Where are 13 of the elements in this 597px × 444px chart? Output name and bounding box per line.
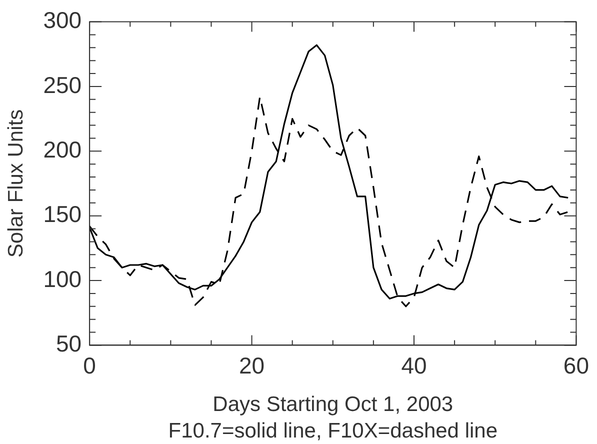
y-tick-label: 100 xyxy=(43,266,82,292)
x-tick-label: 20 xyxy=(238,352,265,378)
x-tick-label: 0 xyxy=(83,352,96,378)
x-axis-title: Days Starting Oct 1, 2003 xyxy=(212,393,454,416)
x-tick-label: 40 xyxy=(401,352,427,378)
y-tick-label: 250 xyxy=(43,72,82,98)
y-axis-title: Solar Flux Units xyxy=(4,109,28,258)
x-tick-label: 60 xyxy=(563,352,590,378)
y-tick-label: 150 xyxy=(43,201,82,228)
y-tick-label: 50 xyxy=(56,330,82,357)
text: F10.7=solid line, F10X=dashed line xyxy=(168,419,498,442)
y-tick-label: 300 xyxy=(43,7,82,34)
y-tick-label: 200 xyxy=(43,136,82,163)
